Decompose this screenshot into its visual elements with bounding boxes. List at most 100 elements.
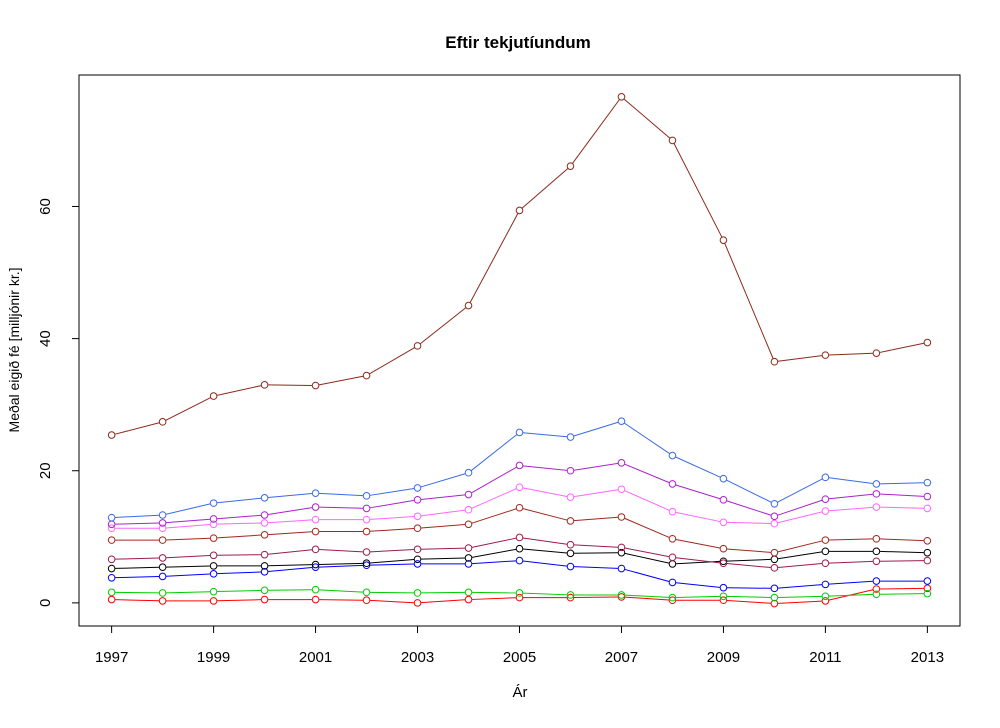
data-point xyxy=(311,563,320,572)
data-point xyxy=(719,518,728,527)
data-point xyxy=(107,564,116,573)
data-point xyxy=(413,589,422,597)
data-point xyxy=(923,492,932,501)
series-line-segment xyxy=(726,595,771,599)
data-point xyxy=(923,584,932,593)
data-point xyxy=(821,351,830,359)
series-line-segment xyxy=(471,537,517,548)
series-line-segment xyxy=(777,511,823,524)
series-line-segment xyxy=(675,511,721,523)
data-point xyxy=(362,515,371,524)
series-line-segment xyxy=(522,465,568,471)
series-line-segment xyxy=(624,547,670,558)
data-point xyxy=(821,507,830,515)
data-point xyxy=(464,544,473,552)
series-line-segment xyxy=(165,503,211,515)
data-point xyxy=(872,480,881,488)
series-line-segment xyxy=(726,548,771,553)
series-line-segment xyxy=(879,593,924,595)
series-4 xyxy=(107,544,932,573)
data-point xyxy=(770,499,779,508)
data-point xyxy=(311,381,320,390)
series-line-segment xyxy=(217,571,262,575)
series-line-segment xyxy=(370,591,415,594)
series-line-segment xyxy=(624,594,669,598)
series-line-segment xyxy=(879,342,925,353)
data-point xyxy=(770,584,779,593)
data-point xyxy=(107,588,116,597)
series-line-segment xyxy=(471,508,517,524)
series-line-segment xyxy=(522,508,568,521)
series-line-segment xyxy=(318,375,364,386)
data-point xyxy=(515,503,524,512)
series-line-segment xyxy=(675,582,721,588)
series-line-segment xyxy=(166,537,211,541)
data-point xyxy=(668,593,677,602)
data-point xyxy=(719,496,728,504)
series-9 xyxy=(107,417,932,522)
data-point xyxy=(362,596,371,605)
series-line-segment xyxy=(624,596,669,601)
data-point xyxy=(923,589,932,598)
data-point xyxy=(107,431,116,439)
data-point xyxy=(566,493,575,501)
y-tick-label: 60 xyxy=(37,198,54,215)
series-line-segment xyxy=(268,567,313,573)
series-1 xyxy=(107,584,932,608)
data-point xyxy=(566,593,575,602)
series-line-segment xyxy=(165,397,211,421)
series-line-segment xyxy=(624,517,670,538)
data-point xyxy=(770,519,779,528)
data-point xyxy=(617,548,626,557)
data-point xyxy=(107,595,116,604)
data-point xyxy=(311,585,320,594)
data-point xyxy=(311,560,320,569)
series-line-segment xyxy=(777,355,822,362)
x-axis: 1997 1999 2001 2003 2005 2007 2009 2011 2013 xyxy=(95,625,944,666)
data-point xyxy=(209,597,218,605)
data-point xyxy=(413,560,422,568)
series-line-segment xyxy=(217,497,262,504)
series-line-segment xyxy=(675,538,721,549)
series-line-segment xyxy=(777,584,822,589)
series-line-segment xyxy=(879,560,924,562)
series-line-segment xyxy=(370,563,415,566)
series-line-segment xyxy=(573,489,619,498)
data-point xyxy=(464,588,473,597)
data-point xyxy=(515,593,524,602)
series-line-segment xyxy=(370,527,415,532)
series-line-segment xyxy=(572,99,620,164)
data-point xyxy=(821,580,830,589)
data-point xyxy=(719,474,728,483)
data-point xyxy=(821,547,830,556)
series-line-segment xyxy=(471,488,517,509)
data-point xyxy=(515,533,524,542)
data-point xyxy=(617,593,626,601)
series-line-segment xyxy=(370,599,415,604)
series-line-segment xyxy=(370,549,415,553)
data-point xyxy=(719,544,728,553)
series-line-segment xyxy=(522,487,568,497)
data-point xyxy=(566,540,575,549)
data-point xyxy=(770,564,779,572)
data-point xyxy=(260,494,269,502)
series-line-segment xyxy=(419,307,467,345)
data-point xyxy=(770,593,779,602)
series-line-segment xyxy=(268,493,313,499)
data-point xyxy=(158,597,167,605)
x-axis-label: Ár xyxy=(513,684,528,701)
series-line-segment xyxy=(114,422,160,435)
data-point xyxy=(158,572,167,581)
series-line-segment xyxy=(268,384,313,386)
data-point xyxy=(770,548,779,557)
data-point xyxy=(515,428,524,437)
series-line-segment xyxy=(471,560,517,565)
data-point xyxy=(770,357,779,366)
data-point xyxy=(617,543,626,552)
x-tick-label: 2003 xyxy=(401,649,434,666)
data-point xyxy=(923,556,932,565)
data-point xyxy=(209,520,218,529)
series-line-segment xyxy=(726,558,771,562)
series-line-segment xyxy=(267,507,313,515)
